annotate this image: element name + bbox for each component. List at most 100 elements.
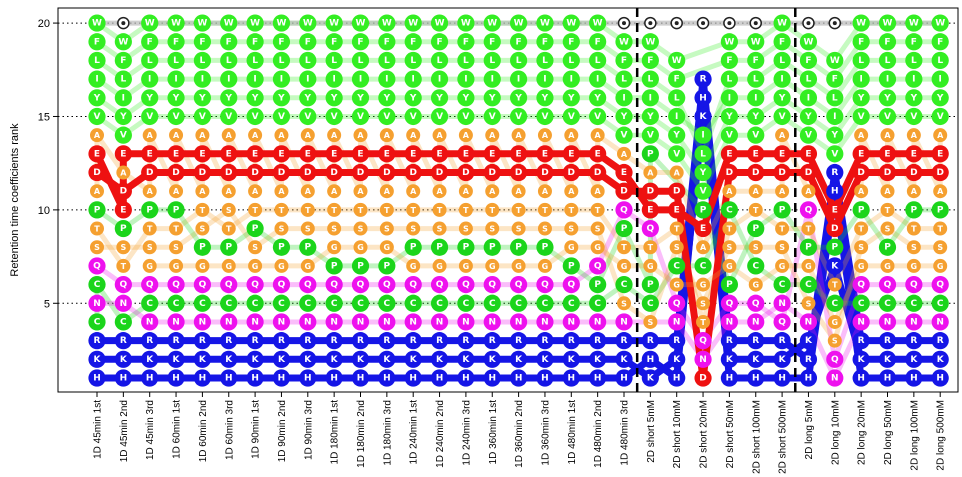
point-N [668,313,686,331]
point-label-C: C [489,299,496,309]
point-label-D: D [278,168,285,178]
point-label-I: I [517,75,520,85]
point-label-V: V [831,149,838,159]
point-Q [799,201,818,219]
point-P [351,257,370,275]
point-E [483,145,501,163]
point-label-H: H [304,374,312,384]
point-label-W: W [830,56,840,66]
point-D [404,163,422,182]
point-label-F: F [805,56,811,66]
point-H [615,369,633,387]
point-R [246,332,264,350]
point-label-K: K [594,355,602,365]
point-L [852,51,870,70]
point-E [747,145,765,163]
point-label-T: T [753,206,759,215]
point-C [193,294,211,312]
point-R [852,332,870,350]
point-label-D: D [726,168,733,178]
point-label-Q: Q [199,280,207,290]
point-label-P: P [252,224,259,234]
point-W [351,14,370,32]
point-label-A: A [726,187,733,196]
point-C [299,294,317,312]
point-W [114,33,132,51]
point-label-R: R [357,336,364,346]
point-H [325,369,343,387]
point-label-T: T [727,225,733,234]
point-label-L: L [674,93,680,103]
point-A [142,184,157,199]
point-N [378,313,396,331]
point-label-V: V [173,112,180,122]
point-label-Q: Q [462,280,470,290]
point-label-H: H [383,374,391,384]
point-N [773,294,791,312]
point-K [905,350,923,368]
point-label-F: F [647,56,653,66]
point-label-A: A [436,131,443,140]
point-Y [299,89,317,107]
point-label-Y: Y [462,93,470,103]
point-C [878,294,897,312]
point-label-N: N [146,317,154,327]
point-label-D: D [752,168,759,178]
point-label-S: S [358,225,364,234]
point-R [562,332,580,350]
point-label-S: S [410,225,416,234]
point-G [169,258,184,273]
point-label-K: K [462,355,470,365]
point-P [483,238,501,256]
point-I [141,70,159,88]
point-label-K: K [779,355,787,365]
point-E [193,145,211,163]
point-label-E: E [463,149,469,159]
point-D [747,163,765,182]
point-C [404,294,422,312]
point-W [536,14,554,32]
point-A [854,184,869,199]
point-label-R: R [647,336,654,346]
point-label-A: A [489,131,496,140]
point-label-A: A [937,131,944,140]
point-W [905,14,923,32]
point-A [748,184,763,199]
point-N [220,313,238,331]
point-N [509,313,528,331]
point-label-V: V [541,112,548,122]
point-label-T: T [463,206,469,215]
point-label-P: P [146,205,153,215]
point-label-W: W [250,19,260,29]
point-label-A: A [120,169,127,178]
point-Q [826,350,844,368]
point-label-V: V [462,112,469,122]
point-P [641,276,659,294]
point-N [799,313,818,331]
point-N [483,313,501,331]
point-label-I: I [280,75,283,85]
point-label-C: C [436,299,443,309]
point-label-P: P [594,280,601,290]
point-label-S: S [858,243,864,252]
point-label-R: R [331,336,338,346]
point-L [773,51,791,70]
point-label-H: H [172,374,180,384]
point-V [351,107,370,126]
point-C [773,276,791,294]
point-L [509,51,528,70]
point-label-N: N [304,317,312,327]
series-line-E [93,150,941,233]
point-label-T: T [542,206,548,215]
point-S [827,333,842,348]
point-label-I: I [886,75,889,85]
point-V [720,126,739,144]
point-K [378,350,396,368]
point-L [378,51,396,70]
y-tick-label: 20 [38,18,50,30]
point-Y [694,163,712,182]
point-N [589,313,607,331]
point-C [668,257,686,275]
point-E [246,145,264,163]
point-G [221,258,236,273]
